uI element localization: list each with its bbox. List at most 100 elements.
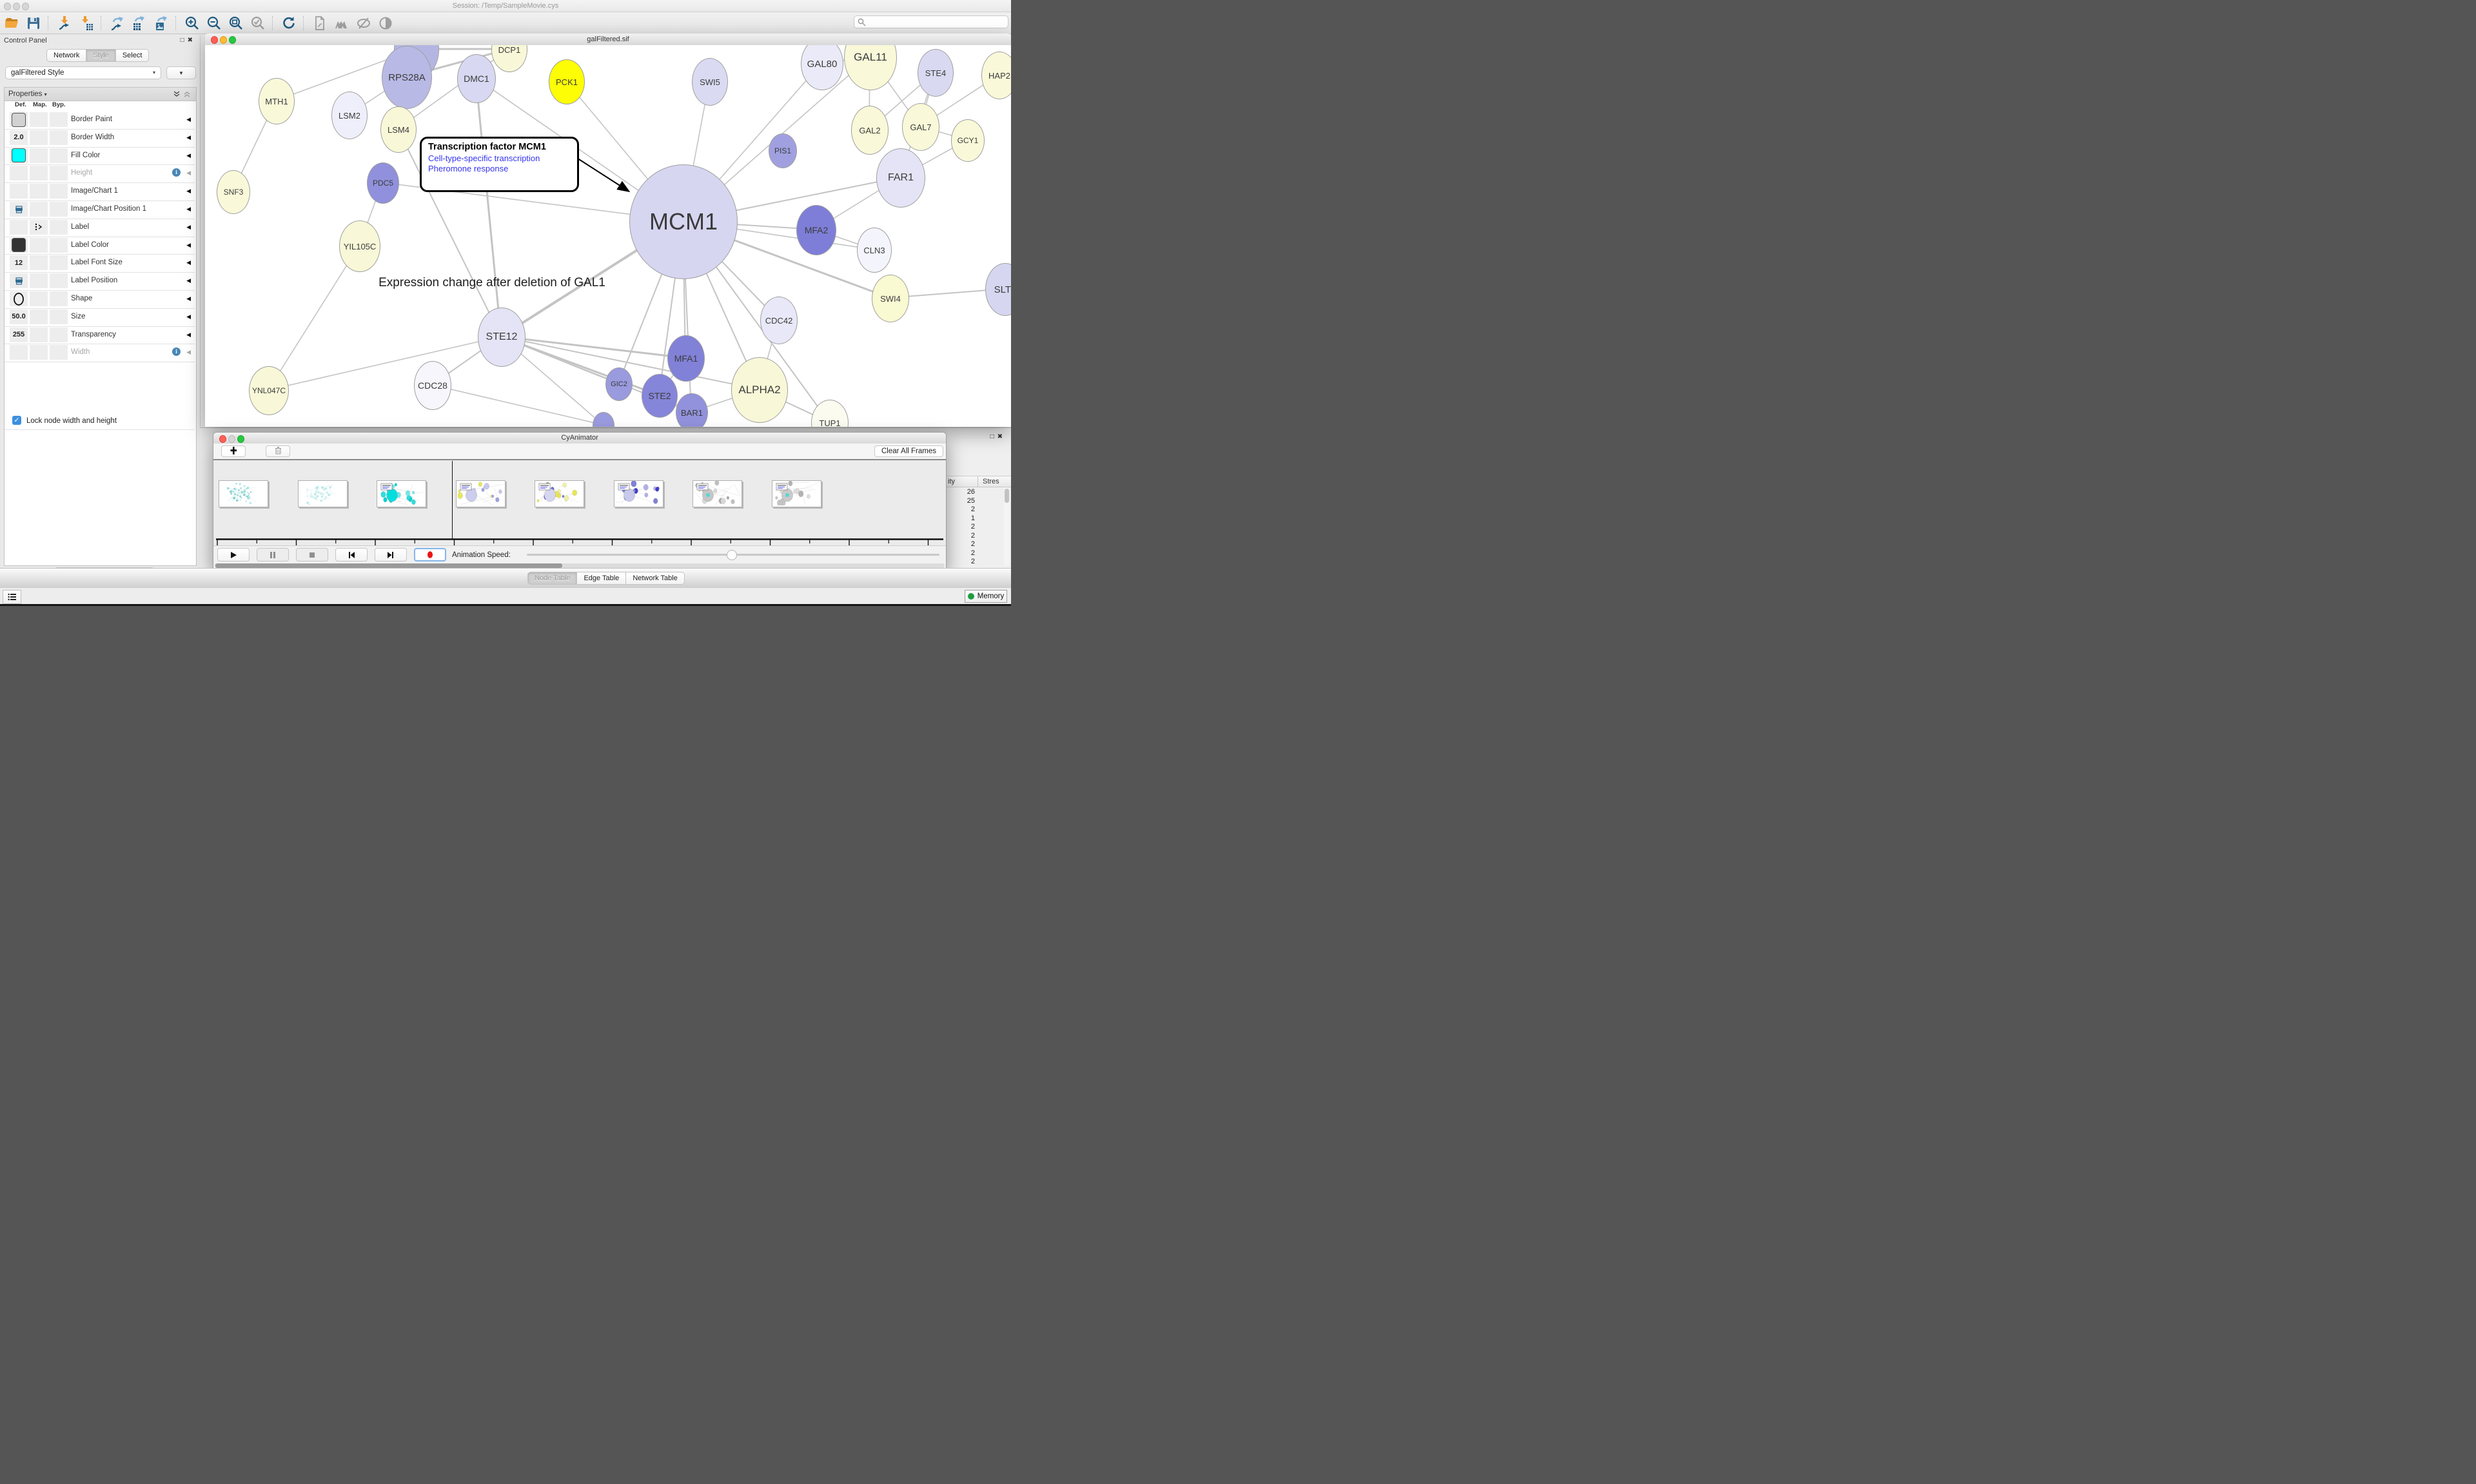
keyframe-thumbnail-2[interactable] xyxy=(297,480,348,507)
zoom-window-icon[interactable] xyxy=(237,435,244,443)
delete-frame-button[interactable] xyxy=(266,445,290,457)
hide-panel-button[interactable] xyxy=(355,15,373,32)
bypass-cell[interactable] xyxy=(50,148,68,163)
network-node-MCM1[interactable]: MCM1 xyxy=(629,164,738,279)
expand-row-icon[interactable]: ◀ xyxy=(186,170,191,177)
default-value-cell[interactable] xyxy=(10,112,28,127)
export-image-button[interactable] xyxy=(152,15,170,32)
table-panel-window-buttons[interactable]: □✖ xyxy=(990,433,1006,440)
maximize-window-icon[interactable] xyxy=(22,3,29,10)
zoom-out-button[interactable] xyxy=(205,15,223,32)
table-cell-centrality[interactable]: 2 xyxy=(970,505,975,513)
clear-all-frames-button[interactable]: Clear All Frames xyxy=(874,445,943,457)
property-row-border-width[interactable]: 2.0 Border Width ◀ xyxy=(5,129,195,148)
network-node-DMC1[interactable]: DMC1 xyxy=(457,54,496,103)
table-column-centrality[interactable]: ity xyxy=(948,478,955,485)
animation-timeline[interactable]: 0123456789 Seconds xyxy=(213,460,946,567)
control-panel-window-buttons[interactable]: □✖ xyxy=(180,37,196,44)
network-node-CDC42[interactable]: CDC42 xyxy=(760,297,798,344)
skip-to-start-button[interactable] xyxy=(335,548,368,561)
zoom-in-button[interactable] xyxy=(183,15,201,32)
mapping-cell[interactable] xyxy=(30,309,48,324)
network-node-YNL047C[interactable]: YNL047C xyxy=(249,366,289,415)
collapse-all-icon[interactable] xyxy=(183,90,191,98)
property-row-label-font-size[interactable]: 12 Label Font Size ◀ xyxy=(5,254,195,273)
expand-row-icon[interactable]: ◀ xyxy=(186,206,191,212)
network-node-MTH1[interactable]: MTH1 xyxy=(259,78,295,124)
expand-row-icon[interactable]: ◀ xyxy=(186,133,191,141)
minimize-icon[interactable] xyxy=(220,36,227,44)
export-network-button[interactable] xyxy=(108,15,126,32)
bypass-cell[interactable] xyxy=(50,345,68,360)
expand-row-icon[interactable]: ◀ xyxy=(186,241,191,248)
bypass-cell[interactable] xyxy=(50,237,68,253)
default-value-cell[interactable] xyxy=(10,345,28,360)
close-icon[interactable] xyxy=(219,435,226,443)
tab-network[interactable]: Network xyxy=(46,49,87,62)
network-node-LSM2[interactable]: LSM2 xyxy=(331,92,368,139)
save-button[interactable] xyxy=(25,15,43,32)
animation-speed-slider[interactable] xyxy=(527,550,939,560)
zoom-selected-button[interactable] xyxy=(249,15,267,32)
keyframe-thumbnail-3[interactable] xyxy=(377,480,426,507)
default-value-cell[interactable]: 255 xyxy=(10,327,28,342)
play-button[interactable] xyxy=(217,548,250,561)
properties-header[interactable]: Properties xyxy=(8,90,43,98)
network-node-CDC28[interactable]: CDC28 xyxy=(414,361,451,410)
default-value-cell[interactable] xyxy=(10,184,28,199)
tab-select[interactable]: Select xyxy=(115,49,150,62)
tab-network-table[interactable]: Network Table xyxy=(626,572,685,585)
bypass-cell[interactable] xyxy=(50,130,68,145)
close-icon[interactable] xyxy=(211,36,218,44)
lock-node-size-checkbox[interactable]: ✓ xyxy=(12,416,21,425)
network-node-PCK1[interactable]: PCK1 xyxy=(549,59,585,104)
property-row-label-color[interactable]: Label Color ◀ xyxy=(5,237,195,255)
mapping-cell[interactable] xyxy=(30,345,48,360)
annotation-link-1[interactable]: Cell-type-specific transcription xyxy=(428,153,540,163)
expand-all-icon[interactable] xyxy=(173,90,181,98)
network-node-MFA2[interactable]: MFA2 xyxy=(796,205,836,255)
property-row-transparency[interactable]: 255 Transparency ◀ xyxy=(5,326,195,345)
zoom-window-icon[interactable] xyxy=(229,36,236,44)
mapping-cell[interactable] xyxy=(30,202,48,217)
memory-button[interactable]: Memory xyxy=(965,590,1007,603)
network-node-MFA1[interactable]: MFA1 xyxy=(667,335,705,382)
record-button[interactable] xyxy=(414,548,446,561)
timeline-scrollbar[interactable] xyxy=(215,563,945,568)
bypass-cell[interactable] xyxy=(50,309,68,324)
network-node-STE12[interactable]: STE12 xyxy=(478,308,526,367)
default-value-cell[interactable] xyxy=(10,148,28,163)
add-frame-button[interactable] xyxy=(221,445,246,457)
skip-to-end-button[interactable] xyxy=(375,548,407,561)
table-cell-centrality[interactable]: 2 xyxy=(970,558,975,565)
table-scrollbar[interactable] xyxy=(1004,487,1010,566)
property-row-image-chart-1[interactable]: Image/Chart 1 ◀ xyxy=(5,182,195,201)
mapping-cell[interactable] xyxy=(30,148,48,163)
table-column-stress[interactable]: Stres xyxy=(983,478,999,485)
expand-row-icon[interactable]: ◀ xyxy=(186,151,191,159)
mapping-cell[interactable] xyxy=(30,166,48,181)
property-row-width[interactable]: Width i ◀ xyxy=(5,344,195,363)
import-table-button[interactable] xyxy=(77,15,95,32)
network-node-STE2[interactable]: STE2 xyxy=(642,374,678,418)
network-node-SLT2[interactable]: SLT2 xyxy=(985,263,1011,316)
network-node-CLN3[interactable]: CLN3 xyxy=(857,228,892,273)
table-cell-centrality[interactable]: 2 xyxy=(970,540,975,548)
keyframe-thumbnail-1[interactable] xyxy=(219,480,268,507)
network-node-PIS1[interactable]: PIS1 xyxy=(769,133,797,168)
network-node-PDC5[interactable]: PDC5 xyxy=(367,162,399,204)
slider-thumb[interactable] xyxy=(727,550,737,560)
default-value-cell[interactable] xyxy=(10,219,28,235)
tab-node-table[interactable]: Node Table xyxy=(527,572,578,585)
pause-button[interactable] xyxy=(257,548,289,561)
default-value-cell[interactable] xyxy=(10,291,28,306)
property-row-height[interactable]: Height i ◀ xyxy=(5,164,195,184)
network-node-FAR1[interactable]: FAR1 xyxy=(876,148,925,208)
network-node-SWI5[interactable]: SWI5 xyxy=(692,58,728,106)
tab-style[interactable]: Style xyxy=(86,49,116,62)
table-cell-centrality[interactable]: 25 xyxy=(967,496,975,505)
minimize-window-icon[interactable] xyxy=(13,3,20,10)
network-node-SNF3[interactable]: SNF3 xyxy=(217,170,250,214)
mapping-cell[interactable] xyxy=(30,219,48,235)
stop-button[interactable] xyxy=(296,548,328,561)
